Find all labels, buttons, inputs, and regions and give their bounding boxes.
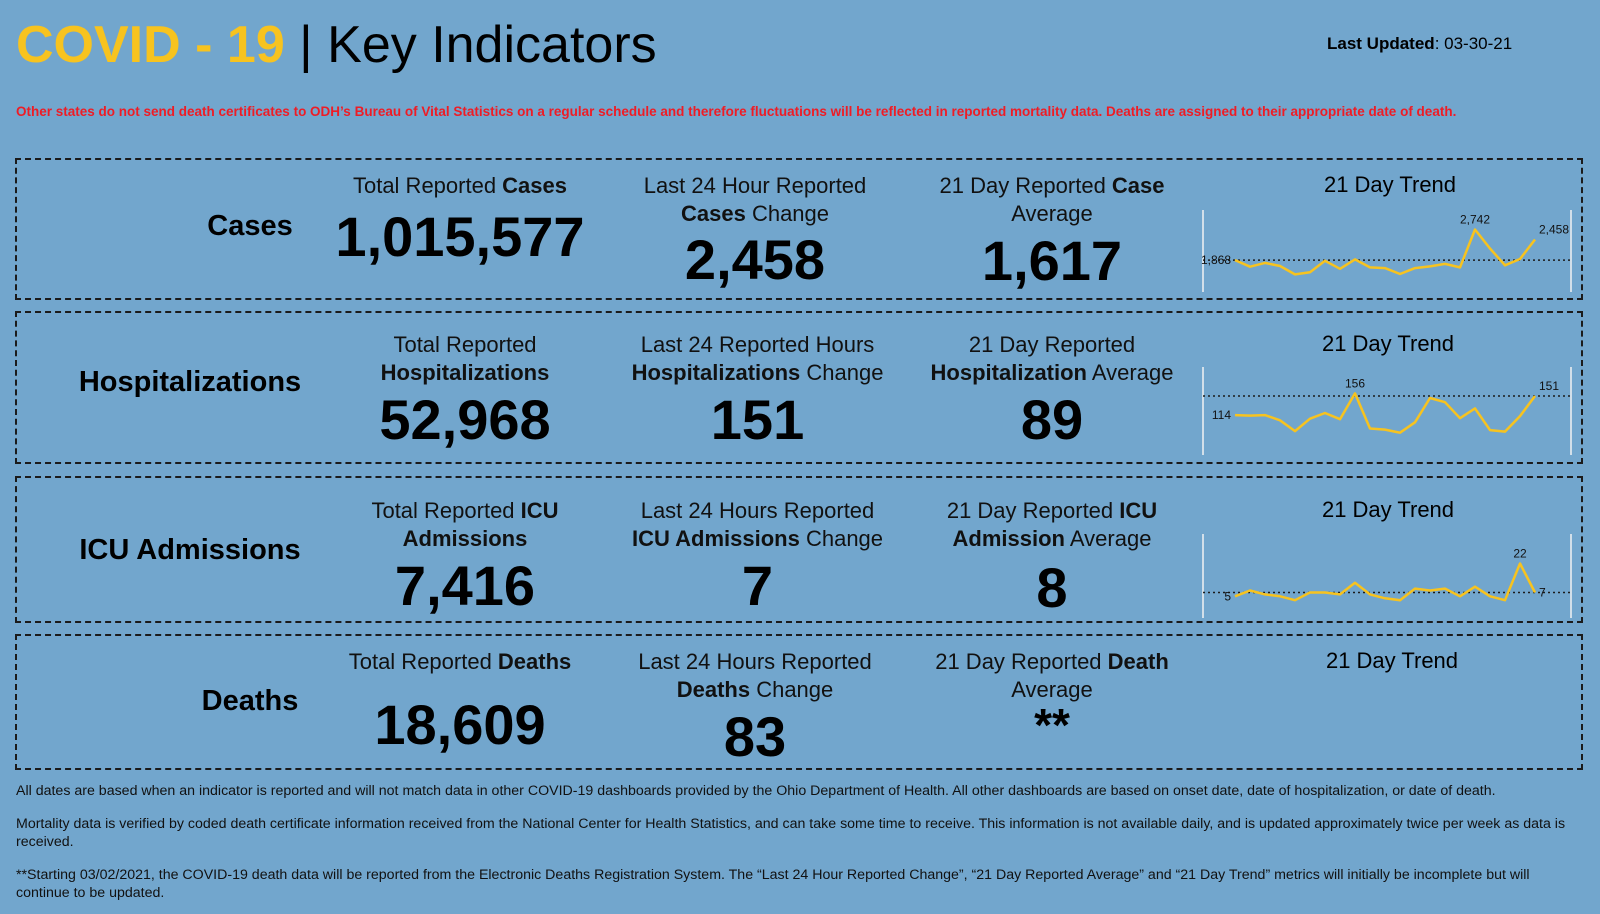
hosp-average: 21 Day Reported Hospitalization Average 8…: [912, 331, 1192, 451]
footnote-dates: All dates are based when an indicator is…: [16, 783, 1496, 799]
row-label-deaths: Deaths: [201, 685, 299, 717]
cases-average: 21 Day Reported Case Average 1,617: [912, 172, 1192, 292]
icu-total-value: 7,416: [394, 554, 536, 617]
covid-title: COVID - 19: [16, 16, 285, 74]
icu-trend-title: 21 Day Trend: [1321, 497, 1455, 522]
icu-total: Total Reported ICU Admissions 7,416: [320, 497, 610, 617]
icu-average-heading: 21 Day Reported ICU Admission Average: [946, 498, 1158, 551]
trend-label-last: 2,458: [1539, 222, 1569, 236]
hosp-total: Total Reported Hospitalizations 52,968: [320, 331, 610, 451]
deaths-trend-title: 21 Day Trend: [1325, 648, 1459, 673]
mortality-warning: Other states do not send death certifica…: [16, 104, 1457, 119]
icu-panel: [15, 476, 1583, 623]
title-separator: |: [284, 16, 328, 74]
deaths-total: Total Reported Deaths 18,609: [320, 648, 600, 756]
cases-trend-title: 21 Day Trend: [1323, 172, 1457, 197]
icu-change-heading: Last 24 Hours Reported ICU Admissions Cha…: [631, 498, 884, 551]
trend-label-last: 151: [1539, 379, 1559, 393]
icu-change: Last 24 Hours Reported ICU Admissions Cha…: [620, 497, 895, 617]
deaths-total-value: 18,609: [374, 693, 546, 756]
trend-label-max: 156: [1345, 376, 1365, 390]
trend-line: [1234, 392, 1537, 434]
deaths-panel: [15, 634, 1583, 770]
last-updated-label: Last Updated: [1327, 34, 1435, 53]
footnote-mortality: Mortality data is verified by coded deat…: [16, 816, 1566, 850]
trend-label-first: 114: [1212, 408, 1231, 422]
last-updated: Last Updated: 03-30-21: [1327, 34, 1512, 54]
cases-change-value: 2,458: [684, 228, 826, 291]
trend-label-max: 2,742: [1460, 213, 1490, 227]
deaths-average-heading: 21 Day Reported Death Average: [935, 649, 1169, 702]
cases-panel: [15, 158, 1583, 300]
row-label-cases: Cases: [207, 210, 293, 242]
icu-total-heading: Total Reported ICU Admissions: [371, 498, 559, 551]
hosp-average-heading: 21 Day Reported Hospitalization Average: [930, 332, 1174, 385]
deaths-total-heading: Total Reported Deaths: [348, 649, 572, 674]
dashboard-title: COVID - 19 | Key Indicators: [16, 14, 657, 76]
hosp-change-value: 151: [710, 388, 805, 451]
key-indicators-title: Key Indicators: [327, 16, 657, 74]
trend-label-first: 1,868: [1201, 253, 1231, 267]
last-updated-value: : 03-30-21: [1434, 34, 1513, 53]
cases-change-heading: Last 24 Hour Reported Cases Change: [643, 173, 867, 226]
cases-average-value: 1,617: [981, 229, 1123, 292]
footnote-edrs: **Starting 03/02/2021, the COVID-19 deat…: [16, 867, 1530, 901]
row-label-icu: ICU Admissions: [79, 534, 301, 566]
cases-trend-chart: 1,868 2,742 2,458: [1201, 210, 1572, 292]
hospitalizations-panel: [15, 311, 1583, 464]
deaths-change: Last 24 Hours Reported Deaths Change 83: [620, 648, 890, 768]
icu-average-value: 8: [1036, 556, 1068, 619]
hosp-change: Last 24 Reported Hours Hospitalizations C…: [620, 331, 895, 451]
hosp-average-value: 89: [1020, 388, 1084, 451]
hosp-trend-title: 21 Day Trend: [1321, 331, 1455, 356]
icu-change-value: 7: [741, 554, 774, 617]
deaths-change-heading: Last 24 Hours Reported Deaths Change: [638, 649, 872, 702]
cases-total: Total Reported Cases 1,015,577: [320, 172, 600, 268]
trend-label-max: 22: [1513, 546, 1527, 560]
row-label-hospitalizations: Hospitalizations: [78, 366, 302, 398]
hosp-total-value: 52,968: [379, 388, 551, 451]
trend-line: [1234, 562, 1537, 602]
trend-label-first: 5: [1224, 589, 1231, 603]
hospitalizations-trend-chart: 114 156 151: [1202, 367, 1572, 455]
cases-total-heading: Total Reported Cases: [352, 173, 568, 198]
trend-label-last: 7: [1539, 585, 1546, 599]
cases-change: Last 24 Hour Reported Cases Change 2,458: [620, 172, 890, 291]
deaths-change-value: 83: [723, 705, 787, 768]
trend-line: [1234, 228, 1536, 276]
hosp-change-heading: Last 24 Reported Hours Hospitalizations C…: [631, 332, 884, 385]
deaths-average: 21 Day Reported Death Average **: [912, 648, 1192, 751]
hosp-total-heading: Total Reported Hospitalizations: [380, 332, 550, 385]
icu-average: 21 Day Reported ICU Admission Average 8: [912, 497, 1192, 619]
icu-trend-chart: 5 22 7: [1202, 534, 1572, 618]
cases-total-value: 1,015,577: [335, 205, 585, 268]
deaths-average-value: **: [1034, 699, 1070, 751]
cases-average-heading: 21 Day Reported Case Average: [939, 173, 1165, 226]
